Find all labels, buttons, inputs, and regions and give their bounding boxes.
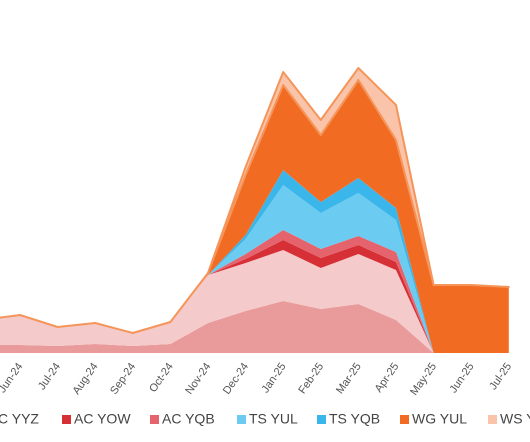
- legend-label: TS YQB: [329, 411, 380, 427]
- x-tick-label: Mar-25: [334, 361, 364, 396]
- x-tick-label: Nov-24: [183, 361, 213, 397]
- x-tick-label: Jun-25: [448, 361, 477, 395]
- area: [0, 185, 509, 353]
- x-tick-label: Oct-24: [147, 361, 176, 395]
- legend-label: WG YUL: [412, 411, 467, 427]
- x-tick-label: Feb-25: [296, 361, 326, 396]
- legend-swatch: [237, 415, 246, 424]
- legend-swatch: [400, 415, 409, 424]
- legend-swatch: [488, 415, 497, 424]
- legend-label: TS YUL: [249, 411, 298, 427]
- legend-swatch: [150, 415, 159, 424]
- x-tick-label: Aug-24: [70, 361, 100, 397]
- legend-label: C YYZ: [0, 411, 39, 427]
- x-tick-label: Sep-24: [108, 361, 138, 397]
- area: [0, 250, 509, 353]
- legend: C YYZ AC YOW AC YQB TS YUL TS YQB WG YUL WS Y: [0, 411, 530, 427]
- area: [0, 80, 509, 353]
- x-tick-label: Jul-25: [487, 361, 514, 392]
- legend-label: AC YOW: [74, 411, 131, 427]
- x-axis: Jun-24 Jul-24 Aug-24 Sep-24 Oct-24 Nov-24 Dec-…: [0, 361, 514, 398]
- area: [0, 67, 510, 334]
- plot-area: [0, 67, 510, 353]
- legend-label: WS Y: [500, 411, 530, 427]
- x-tick-label: Jan-25: [260, 361, 289, 395]
- area: [0, 301, 509, 353]
- legend-swatch: [317, 415, 326, 424]
- legend-label: AC YQB: [162, 411, 215, 427]
- x-tick-label: Apr-25: [373, 361, 402, 395]
- legend-swatch: [62, 415, 71, 424]
- x-tick-label: May-25: [408, 361, 439, 398]
- x-tick-label: Dec-24: [221, 361, 251, 397]
- x-tick-label: Jun-24: [0, 361, 25, 395]
- x-tick-label: Jul-24: [36, 361, 63, 392]
